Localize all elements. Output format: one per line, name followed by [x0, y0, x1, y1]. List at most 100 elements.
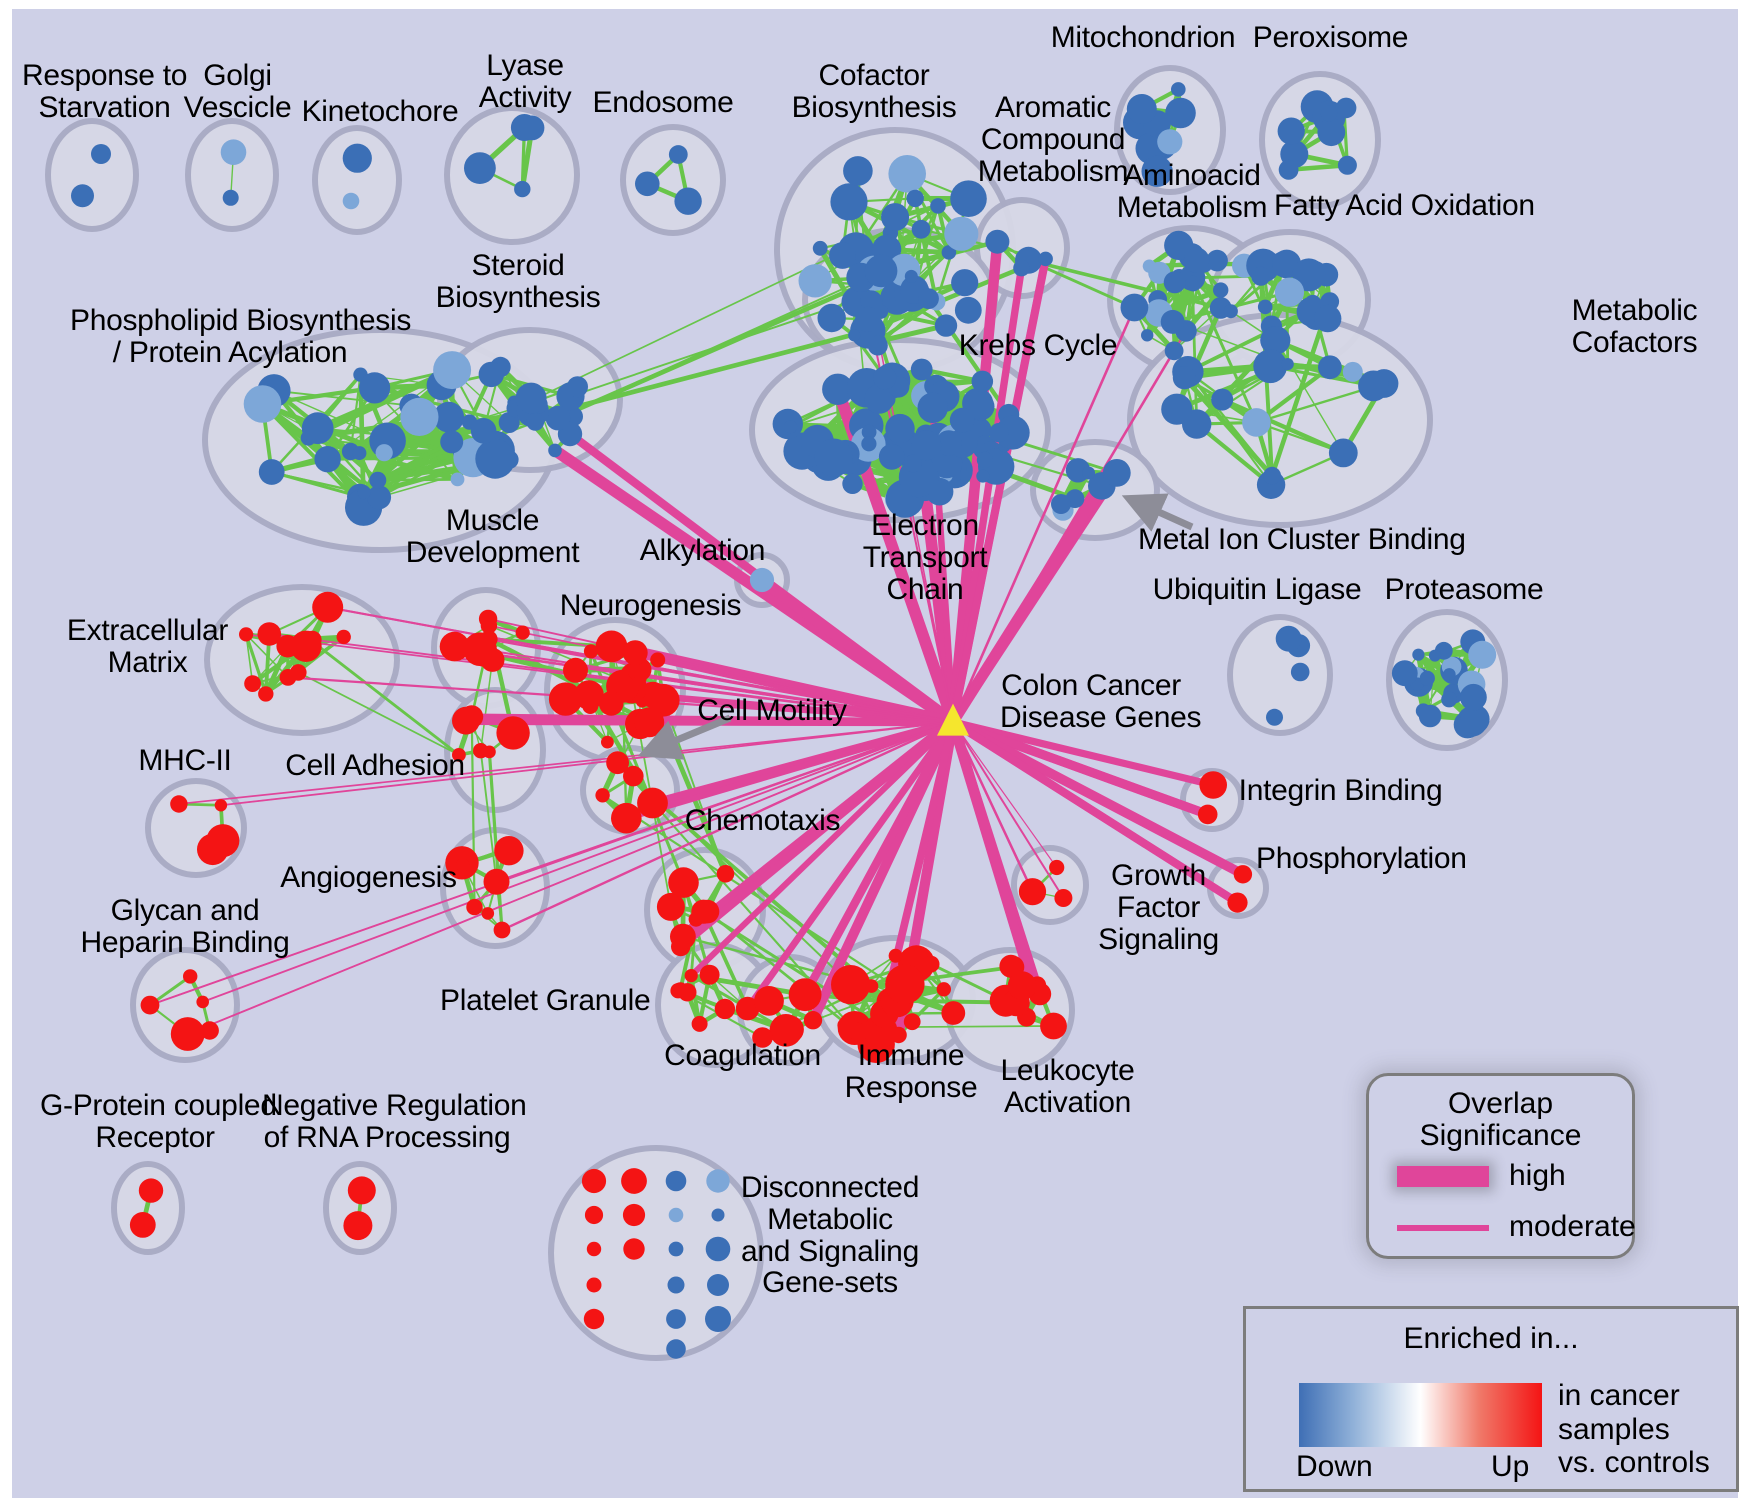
cluster-blob-lyase-activity[interactable] [444, 105, 580, 245]
gene-set-node[interactable] [1318, 355, 1342, 380]
gene-set-node[interactable] [976, 451, 994, 468]
gene-set-node[interactable] [667, 1276, 685, 1294]
gene-set-node[interactable] [480, 630, 498, 648]
gene-set-node[interactable] [829, 242, 856, 269]
gene-set-node[interactable] [514, 180, 531, 198]
gene-set-node[interactable] [873, 366, 897, 390]
gene-set-node[interactable] [220, 139, 247, 165]
gene-set-node[interactable] [1227, 892, 1248, 913]
gene-set-node[interactable] [754, 986, 784, 1016]
gene-set-node[interactable] [1274, 277, 1305, 307]
gene-set-node[interactable] [888, 155, 926, 193]
gene-set-node[interactable] [971, 370, 994, 393]
gene-set-node[interactable] [595, 630, 628, 663]
gene-set-node[interactable] [1428, 649, 1441, 662]
gene-set-node[interactable] [1164, 230, 1194, 260]
gene-set-node[interactable] [214, 799, 228, 812]
gene-set-node[interactable] [941, 1001, 966, 1025]
gene-set-node[interactable] [705, 1306, 731, 1332]
gene-set-node[interactable] [584, 1205, 604, 1225]
gene-set-node[interactable] [705, 1236, 731, 1262]
gene-set-node[interactable] [357, 485, 371, 500]
gene-set-node[interactable] [466, 898, 483, 916]
gene-set-node[interactable] [706, 1169, 730, 1193]
gene-set-node[interactable] [1165, 97, 1196, 129]
gene-set-node[interactable] [548, 443, 562, 458]
gene-set-node[interactable] [586, 1277, 602, 1293]
gene-set-node[interactable] [735, 996, 760, 1021]
gene-set-node[interactable] [71, 184, 94, 208]
gene-set-node[interactable] [475, 438, 516, 479]
gene-set-node[interactable] [582, 698, 599, 714]
gene-set-node[interactable] [140, 995, 160, 1015]
gene-set-node[interactable] [749, 567, 775, 593]
gene-set-node[interactable] [976, 469, 990, 483]
gene-set-node[interactable] [788, 978, 822, 1012]
gene-set-node[interactable] [699, 964, 720, 985]
gene-set-node[interactable] [1223, 304, 1238, 319]
gene-set-node[interactable] [1233, 865, 1253, 884]
gene-set-node[interactable] [369, 471, 387, 489]
gene-set-node[interactable] [900, 949, 919, 969]
gene-set-node[interactable] [1126, 94, 1157, 124]
gene-set-node[interactable] [450, 472, 465, 487]
gene-set-node[interactable] [470, 418, 497, 444]
gene-set-node[interactable] [1120, 293, 1149, 322]
gene-set-node[interactable] [1391, 660, 1418, 687]
gene-set-node[interactable] [949, 407, 975, 433]
gene-set-node[interactable] [1468, 640, 1497, 669]
gene-set-node[interactable] [890, 1026, 907, 1044]
gene-set-node[interactable] [452, 748, 466, 762]
gene-set-node[interactable] [668, 145, 688, 164]
gene-set-node[interactable] [842, 473, 863, 494]
gene-set-node[interactable] [647, 684, 680, 717]
gene-set-node[interactable] [635, 171, 660, 197]
gene-set-node[interactable] [1102, 459, 1131, 487]
cluster-blob-response-to-starvation[interactable] [45, 118, 139, 232]
gene-set-node[interactable] [1320, 105, 1338, 122]
gene-set-node[interactable] [867, 335, 888, 356]
gene-set-node[interactable] [91, 144, 111, 164]
gene-set-node[interactable] [623, 765, 644, 787]
gene-set-node[interactable] [170, 1017, 205, 1051]
gene-set-node[interactable] [183, 969, 198, 984]
gene-set-node[interactable] [944, 216, 979, 251]
gene-set-node[interactable] [545, 405, 571, 431]
gene-set-node[interactable] [1257, 299, 1273, 315]
gene-set-node[interactable] [342, 143, 372, 173]
gene-set-node[interactable] [301, 412, 334, 445]
gene-set-node[interactable] [1335, 97, 1357, 119]
gene-set-node[interactable] [864, 384, 894, 414]
gene-set-node[interactable] [904, 454, 922, 473]
gene-set-node[interactable] [831, 965, 871, 1005]
gene-set-node[interactable] [1051, 494, 1071, 514]
gene-set-node[interactable] [439, 631, 470, 662]
gene-set-node[interactable] [196, 995, 209, 1009]
gene-set-node[interactable] [1141, 329, 1154, 342]
gene-set-node[interactable] [1082, 466, 1096, 480]
gene-set-node[interactable] [911, 219, 931, 239]
gene-set-node[interactable] [634, 707, 665, 738]
gene-set-node[interactable] [783, 420, 798, 434]
gene-set-node[interactable] [244, 675, 261, 692]
gene-set-node[interactable] [1007, 971, 1037, 1000]
gene-set-node[interactable] [598, 691, 624, 716]
gene-set-node[interactable] [1342, 361, 1363, 382]
gene-set-node[interactable] [1171, 82, 1186, 97]
gene-set-node[interactable] [519, 115, 545, 141]
gene-set-node[interactable] [950, 180, 987, 217]
gene-set-node[interactable] [1040, 1012, 1067, 1040]
gene-set-node[interactable] [714, 998, 736, 1020]
gene-set-node[interactable] [1290, 662, 1310, 682]
gene-set-node[interactable] [622, 640, 648, 666]
gene-set-node[interactable] [1460, 704, 1490, 734]
gene-set-node[interactable] [170, 795, 188, 813]
gene-set-node[interactable] [601, 735, 614, 749]
gene-set-node[interactable] [359, 372, 391, 404]
gene-set-node[interactable] [606, 751, 629, 775]
gene-set-node[interactable] [849, 1022, 868, 1042]
gene-set-node[interactable] [1460, 683, 1487, 711]
gene-set-node[interactable] [936, 982, 951, 997]
gene-set-node[interactable] [843, 156, 873, 186]
gene-set-node[interactable] [934, 314, 958, 337]
